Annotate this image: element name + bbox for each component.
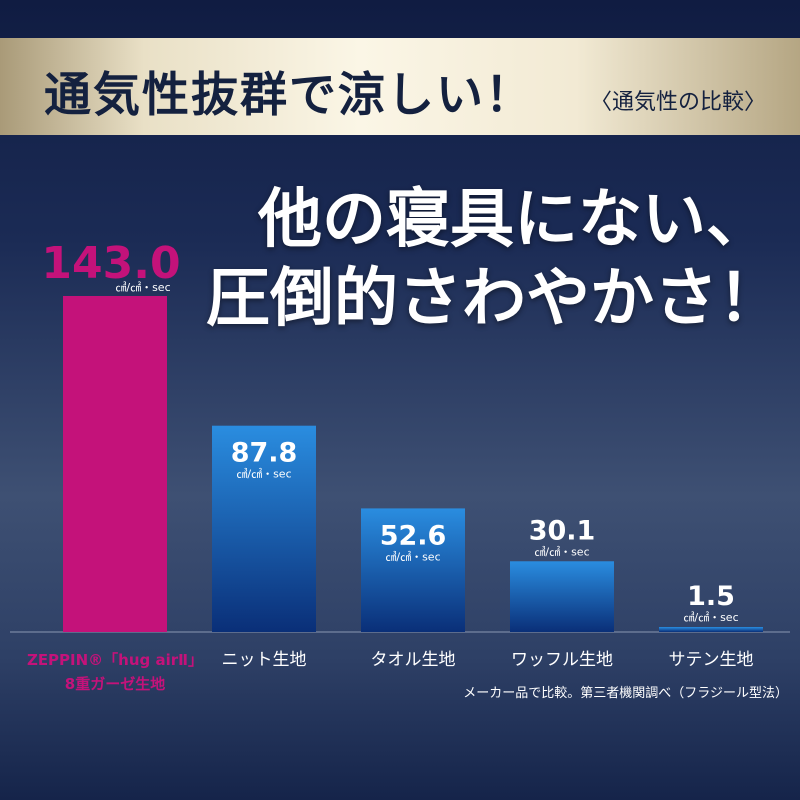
banner-subtitle: 〈通気性の比較〉: [590, 90, 767, 115]
banner-title: 通気性抜群で涼しい！: [44, 68, 534, 123]
unit-label-1: ㎤/㎠・sec: [115, 281, 170, 294]
value-label-3: 52.6: [380, 520, 447, 551]
value-label-4: 30.1: [529, 515, 596, 546]
category-label-3: タオル生地: [371, 650, 456, 670]
unit-label-4: ㎤/㎠・sec: [534, 545, 589, 558]
headline-line-1: 他の寝具にない、: [258, 182, 770, 257]
category-label-1-line-2: 8重ガーゼ生地: [65, 675, 165, 693]
unit-label-3: ㎤/㎠・sec: [385, 550, 440, 563]
value-label-2: 87.8: [231, 438, 298, 469]
unit-label-2: ㎤/㎠・sec: [236, 468, 291, 481]
bar-2: [212, 425, 316, 632]
unit-label-5: ㎤/㎠・sec: [683, 611, 738, 624]
bar-3: [361, 508, 465, 632]
value-label-5: 1.5: [687, 581, 735, 612]
category-label-5: サテン生地: [669, 650, 754, 670]
bar-1: [63, 296, 167, 632]
footnote: メーカー品で比較。第三者機関調べ（フラジール型法）: [463, 686, 788, 701]
bar-4: [510, 561, 614, 632]
category-label-4: ワッフル生地: [511, 650, 613, 670]
headline-line-2: 圧倒的さわやかさ！: [206, 261, 782, 336]
category-label-1-line-1: ZEPPIN®「hug airⅡ」: [27, 651, 203, 669]
title-banner: 通気性抜群で涼しい！ 〈通気性の比較〉: [0, 38, 800, 135]
bar-5: [659, 627, 763, 632]
category-label-2: ニット生地: [222, 650, 307, 670]
value-label-1: 143.0: [41, 238, 180, 289]
